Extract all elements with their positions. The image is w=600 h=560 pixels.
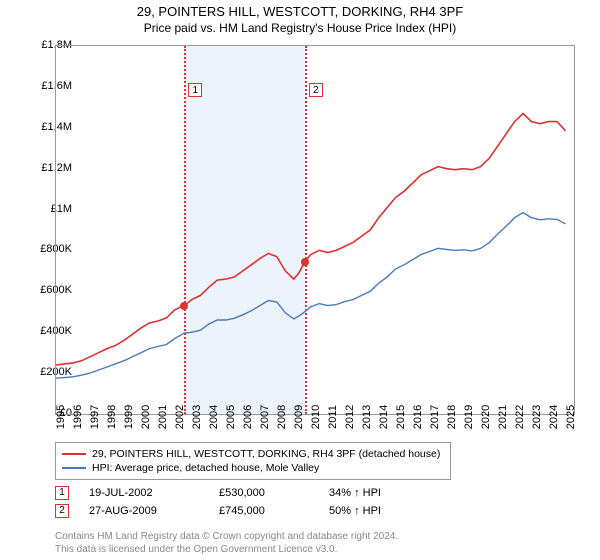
x-tick-label: 2002: [174, 405, 186, 429]
sale-marker-icon: 1: [55, 486, 69, 500]
sale-dot: [301, 258, 309, 266]
x-tick-label: 2003: [191, 405, 203, 429]
legend-box: 29, POINTERS HILL, WESTCOTT, DORKING, RH…: [55, 442, 451, 480]
chart-subtitle: Price paid vs. HM Land Registry's House …: [0, 19, 600, 35]
x-tick-label: 2004: [208, 405, 220, 429]
x-tick-label: 2000: [140, 405, 152, 429]
legend-label: 29, POINTERS HILL, WESTCOTT, DORKING, RH…: [92, 448, 440, 460]
footer-line-2: This data is licensed under the Open Gov…: [55, 544, 398, 557]
legend-row: HPI: Average price, detached house, Mole…: [62, 461, 440, 475]
x-tick-label: 2007: [259, 405, 271, 429]
x-tick-label: 2015: [395, 405, 407, 429]
series-line-hpi: [56, 213, 566, 379]
footer-attribution: Contains HM Land Registry data © Crown c…: [55, 531, 398, 556]
x-tick-label: 2018: [446, 405, 458, 429]
x-tick-label: 1995: [55, 405, 67, 429]
x-tick-label: 2011: [327, 405, 339, 429]
sale-marker-on-chart: 1: [188, 83, 202, 97]
sale-marker-on-chart: 2: [309, 83, 323, 97]
x-tick-label: 2020: [480, 405, 492, 429]
x-tick-label: 2008: [276, 405, 288, 429]
x-tick-label: 2006: [242, 405, 254, 429]
x-tick-label: 1998: [106, 405, 118, 429]
x-tick-label: 2016: [412, 405, 424, 429]
legend-swatch: [62, 467, 86, 469]
legend-swatch: [62, 453, 86, 455]
chart-container: 29, POINTERS HILL, WESTCOTT, DORKING, RH…: [0, 0, 600, 560]
sale-price: £745,000: [219, 505, 309, 517]
legend-label: HPI: Average price, detached house, Mole…: [92, 462, 319, 474]
x-tick-label: 2021: [497, 405, 509, 429]
sale-pct: 50% ↑ HPI: [329, 505, 419, 517]
x-tick-label: 2022: [514, 405, 526, 429]
x-tick-label: 2010: [310, 405, 322, 429]
x-tick-label: 2013: [361, 405, 373, 429]
x-tick-label: 2023: [531, 405, 543, 429]
sale-row: 1 19-JUL-2002 £530,000 34% ↑ HPI: [55, 484, 419, 502]
sale-pct: 34% ↑ HPI: [329, 487, 419, 499]
x-tick-label: 2017: [429, 405, 441, 429]
chart-svg: [56, 46, 574, 414]
sale-date: 27-AUG-2009: [89, 505, 199, 517]
x-tick-label: 2025: [565, 405, 577, 429]
sale-marker-icon: 2: [55, 504, 69, 518]
sale-row: 2 27-AUG-2009 £745,000 50% ↑ HPI: [55, 502, 419, 520]
x-tick-label: 2019: [463, 405, 475, 429]
x-tick-label: 2012: [344, 405, 356, 429]
series-line-subject: [56, 114, 566, 365]
x-tick-label: 1999: [123, 405, 135, 429]
x-tick-label: 1997: [89, 405, 101, 429]
plot-area: 12: [55, 45, 575, 415]
x-tick-label: 2014: [378, 405, 390, 429]
legend-row: 29, POINTERS HILL, WESTCOTT, DORKING, RH…: [62, 447, 440, 461]
x-tick-label: 1996: [72, 405, 84, 429]
sale-date: 19-JUL-2002: [89, 487, 199, 499]
x-tick-label: 2024: [548, 405, 560, 429]
x-tick-label: 2005: [225, 405, 237, 429]
x-tick-label: 2001: [157, 405, 169, 429]
sale-dot: [180, 302, 188, 310]
chart-title: 29, POINTERS HILL, WESTCOTT, DORKING, RH…: [0, 0, 600, 19]
x-tick-label: 2009: [293, 405, 305, 429]
sale-price: £530,000: [219, 487, 309, 499]
footer-line-1: Contains HM Land Registry data © Crown c…: [55, 531, 398, 544]
sales-table: 1 19-JUL-2002 £530,000 34% ↑ HPI 2 27-AUG-200…: [55, 484, 419, 520]
